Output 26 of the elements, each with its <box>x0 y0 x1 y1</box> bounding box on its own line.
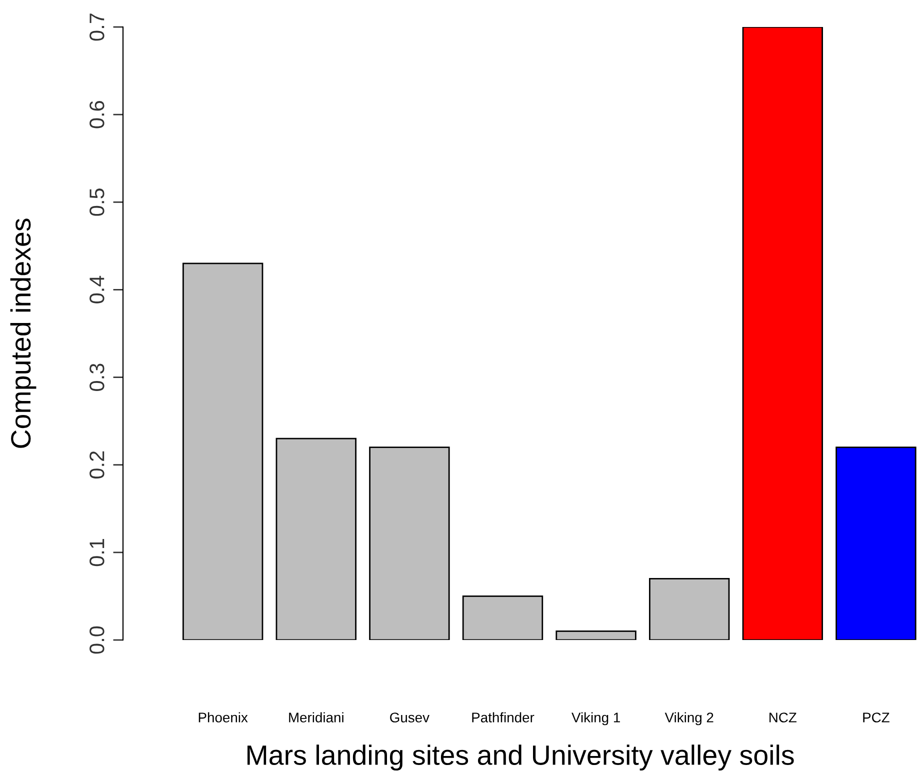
bar <box>556 630 636 640</box>
bar <box>276 438 356 640</box>
y-tick-label: 0.2 <box>90 451 104 479</box>
y-tick-label: 0.1 <box>90 538 104 566</box>
y-tick-label: 0.4 <box>90 276 104 304</box>
bar <box>742 27 823 640</box>
bar <box>836 446 916 640</box>
bar <box>182 262 264 640</box>
x-tick-label: Viking 1 <box>572 712 620 726</box>
x-tick-label: Meridiani <box>289 712 344 722</box>
bar <box>462 596 544 640</box>
bar <box>369 446 450 640</box>
y-tick-label: 0.0 <box>90 626 104 654</box>
x-tick-label: Gusev <box>390 712 430 722</box>
x-tick-label: NCZ <box>770 712 796 722</box>
y-tick-label: 0.3 <box>90 364 104 391</box>
x-tick-label: Pathfinder <box>472 712 534 722</box>
y-tick-label: 0.5 <box>90 188 104 216</box>
bar <box>648 578 730 640</box>
x-axis-title: Mars landing sites and University valley soils <box>247 744 794 771</box>
x-tick-label: PCZ <box>863 712 890 722</box>
x-tick-label: Phoenix <box>198 712 248 722</box>
y-tick-label: 0.7 <box>90 14 104 41</box>
x-tick-label: Viking 2 <box>664 712 714 726</box>
y-tick-label: 0.6 <box>90 101 104 128</box>
y-axis-title: Computed indexes <box>10 218 36 448</box>
